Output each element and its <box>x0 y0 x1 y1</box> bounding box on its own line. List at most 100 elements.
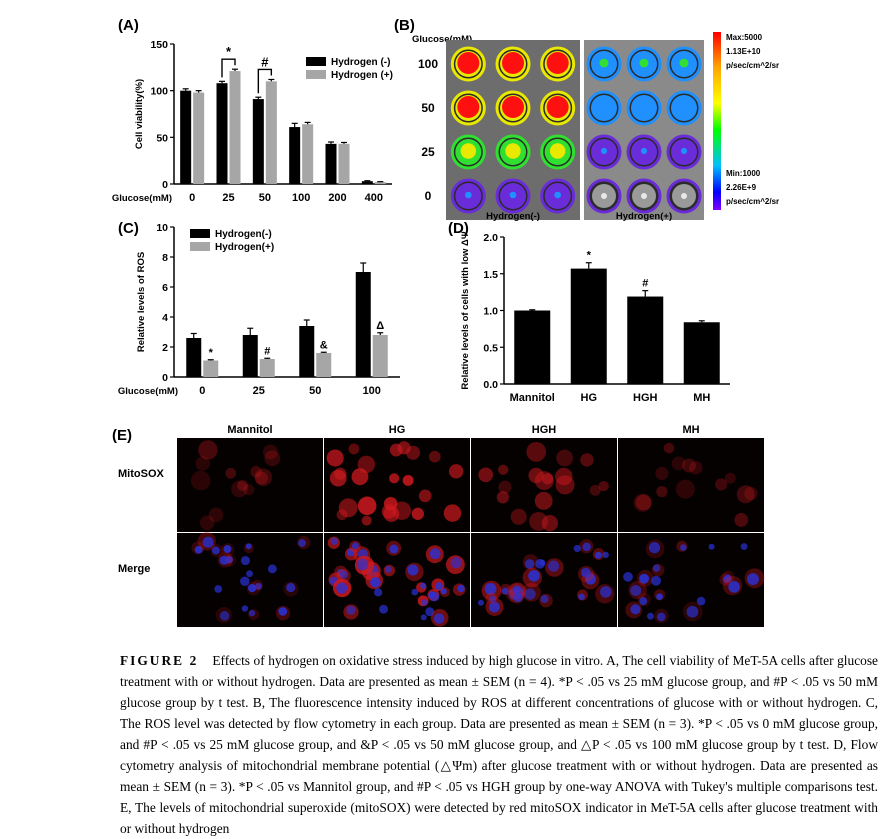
nucleus-blue <box>728 581 740 593</box>
cell-red-signal <box>411 507 424 520</box>
nucleus-blue <box>248 609 256 617</box>
figure-caption-text: Effects of hydrogen on oxidative stress … <box>120 653 878 836</box>
legend-label: Hydrogen (+) <box>331 70 393 81</box>
nucleus-blue <box>524 559 535 569</box>
bar-50-0 <box>252 99 264 184</box>
cell-red-signal <box>357 496 377 516</box>
row-label: MitoSOX <box>118 468 164 480</box>
y-tick-label: 1.5 <box>483 269 498 281</box>
bar-MH-0 <box>683 322 720 384</box>
nucleus-blue <box>435 582 443 591</box>
bar-50-1 <box>316 353 332 377</box>
nucleus-blue <box>489 595 497 603</box>
cell-red-signal <box>724 472 736 484</box>
cell-red-signal <box>418 489 432 503</box>
bar-0-1 <box>203 360 219 377</box>
significance-mark: Δ <box>376 320 384 332</box>
cell-red-signal <box>736 485 755 504</box>
well-ring <box>540 46 576 82</box>
nucleus-blue <box>528 569 540 582</box>
significance-mark: & <box>320 339 328 351</box>
cell-red-signal <box>671 456 686 471</box>
cell-red-signal <box>498 464 509 475</box>
cell-red-signal <box>336 509 348 521</box>
nucleus-blue <box>379 604 389 614</box>
column-label: HG <box>389 424 406 436</box>
cell-red-signal <box>383 506 400 522</box>
bar-100-1 <box>372 335 388 377</box>
chart-e-svg: (E) Mannitol HG HGH MH MitoSOX Merge <box>112 424 765 627</box>
well-signal-inner <box>502 96 524 118</box>
column-label: Mannitol <box>227 424 272 436</box>
bar-100-0 <box>289 127 301 184</box>
cell-red-signal <box>555 467 573 486</box>
bar-0-1 <box>193 92 205 184</box>
nucleus-blue <box>255 582 263 590</box>
cell-red-signal <box>633 493 652 513</box>
cell-red-signal <box>243 484 255 496</box>
x-tick-label: 50 <box>309 385 321 397</box>
row-label: 50 <box>421 101 435 115</box>
cell-red-signal <box>510 508 527 525</box>
cell-red-signal <box>190 470 211 491</box>
cell-red-signal <box>529 512 549 531</box>
cell-red-signal <box>498 480 512 494</box>
well-signal-inner <box>679 58 689 68</box>
well-ring <box>586 134 622 170</box>
y-axis-title: Relative levels of cells with low ΔΨ <box>460 231 471 389</box>
y-tick-label: 100 <box>150 86 168 98</box>
legend-swatch <box>190 242 210 251</box>
well-dot <box>641 193 647 199</box>
row-label: 0 <box>425 189 432 203</box>
cell-red-signal <box>198 440 218 460</box>
row-label: Merge <box>118 563 150 575</box>
cell-red-signal <box>348 443 360 455</box>
bar-50-1 <box>265 81 277 184</box>
well-signal-inner <box>680 147 688 155</box>
well-signal-inner <box>640 103 648 111</box>
axis-title: Glucose(mM) <box>412 34 472 45</box>
significance-mark: * <box>587 250 592 262</box>
nucleus-blue <box>420 614 427 621</box>
bar-200-0 <box>325 143 337 184</box>
panel-b: (B) Glucose(mM) 100 50 25 0 Hydrogen(-) Hydroge… <box>392 12 792 222</box>
significance-bracket <box>221 58 236 78</box>
nucleus-blue <box>513 593 523 603</box>
well-signal-inner <box>505 143 521 159</box>
panel-label: (C) <box>118 220 139 237</box>
colorbar-max: Max:5000 <box>726 33 763 42</box>
nucleus-blue <box>202 536 214 548</box>
nucleus-blue <box>245 543 252 550</box>
cell-red-signal <box>389 443 403 457</box>
cell-red-signal <box>262 444 278 460</box>
cell-red-signal <box>383 496 398 511</box>
y-tick-label: 0 <box>162 372 168 384</box>
well-ring <box>626 46 662 82</box>
column-label: Hydrogen(+) <box>616 211 672 222</box>
cell-red-signal <box>208 507 224 523</box>
nucleus-blue <box>420 582 427 589</box>
panel-c: (C) 0 2 4 6 8 10 Relative levels of ROS 0 25 50 100… <box>110 215 430 415</box>
nucleus-blue <box>724 574 732 583</box>
y-tick-label: 50 <box>156 132 168 144</box>
nucleus-blue <box>648 542 661 554</box>
cell-red-signal <box>448 464 464 479</box>
cell-red-signal <box>254 468 273 487</box>
well-ring <box>450 90 486 126</box>
nucleus-blue <box>219 555 229 565</box>
well-ring <box>666 90 702 126</box>
well-signal-inner <box>549 143 566 159</box>
micrograph <box>177 438 323 532</box>
well-ring <box>450 46 486 82</box>
cell-red-signal <box>326 449 344 467</box>
nucleus-blue <box>286 582 296 593</box>
y-tick-label: 0.5 <box>483 342 498 354</box>
cell-red-signal <box>541 515 559 532</box>
chart-c-svg: (C) 0 2 4 6 8 10 Relative levels of ROS 0 25 50 100… <box>118 220 400 397</box>
cell-red-signal <box>682 458 697 473</box>
bar-HGH-0 <box>627 296 664 384</box>
y-tick-label: 1.0 <box>483 306 498 318</box>
cell-red-signal <box>655 466 669 481</box>
cell-red-signal <box>556 449 574 467</box>
nucleus-blue <box>747 573 759 586</box>
